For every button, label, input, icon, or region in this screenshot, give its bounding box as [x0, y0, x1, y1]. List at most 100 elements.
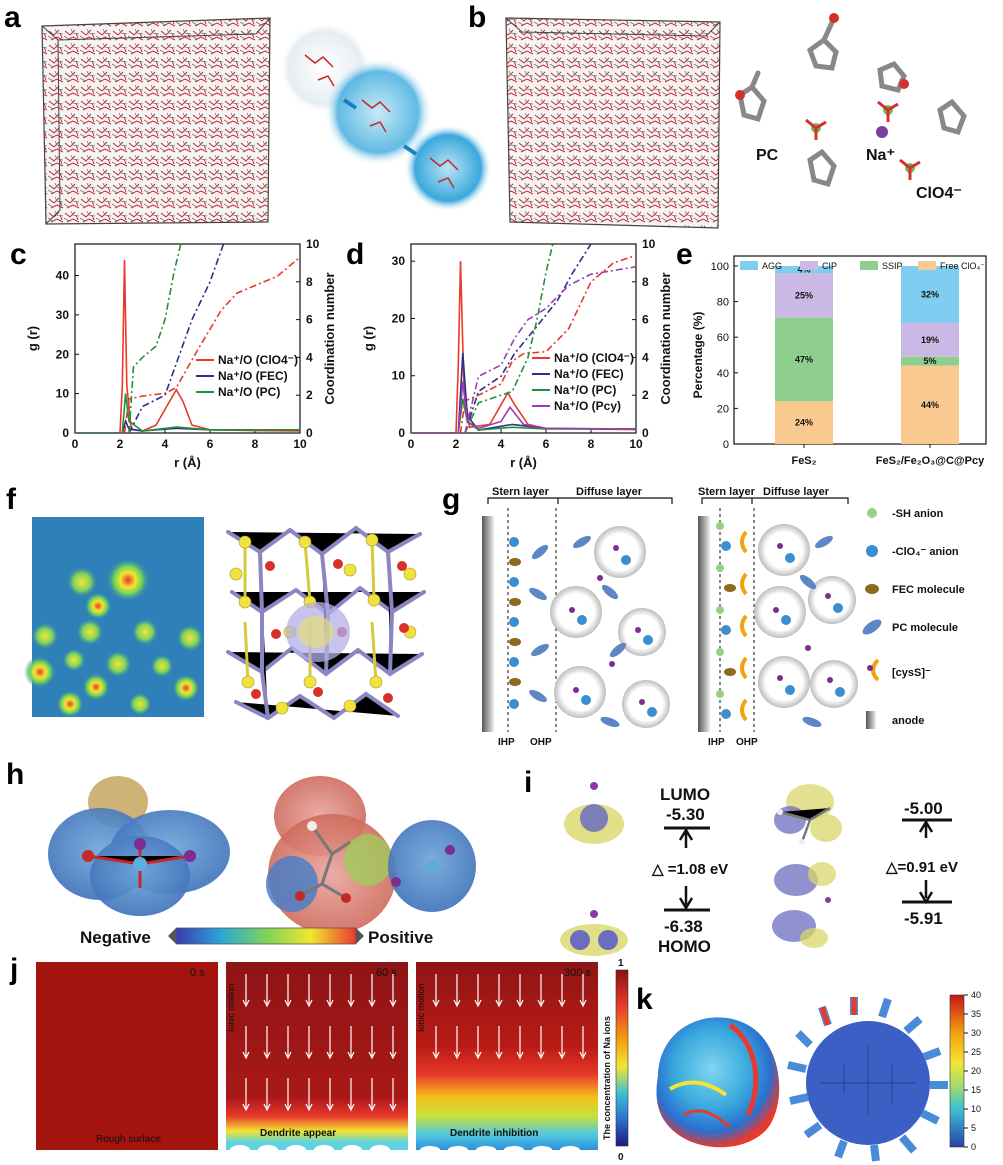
panel-b-illustration: PC Na⁺ ClO4⁻	[505, 13, 967, 229]
ionic-arrowhead	[558, 999, 566, 1008]
chart-d-xlabel: r (Å)	[510, 455, 537, 470]
stress-colorbar-ticks: 40 35 30 25 20 15 10 5 0	[964, 990, 981, 1152]
panel-letter-g: g	[442, 483, 461, 516]
sim-caption-60s: Dendrite appear	[260, 1128, 336, 1139]
c-ytick-right-label: 0	[306, 426, 313, 440]
panel-letter-j: j	[10, 953, 19, 986]
esp-positive-label: Positive	[368, 928, 433, 947]
e-plot-frame	[733, 255, 987, 445]
panel-letter-b: b	[468, 1, 487, 34]
d-xtick-label: 8	[588, 437, 595, 451]
pc-molecule-icon	[862, 619, 882, 635]
md-simulation-box-a	[41, 17, 271, 225]
c-cn-line-2	[128, 244, 182, 433]
c-xtick-label: 0	[72, 437, 79, 451]
left-diffuse-sheaths	[550, 526, 670, 728]
left-homo-label: HOMO	[658, 937, 711, 956]
c-cn-line-0	[123, 256, 300, 433]
right-stern-ions	[716, 522, 748, 722]
panel-letter-d: d	[346, 238, 365, 271]
e-legend-swatch-3	[918, 261, 936, 270]
c-plot-frame	[74, 243, 301, 434]
panel-h-esp: Negative Positive	[48, 776, 476, 947]
d-xtick-label: 6	[543, 437, 550, 451]
d-cn-line-2	[464, 244, 554, 433]
e-ytick-label: 0	[723, 439, 729, 451]
colorbar-min: 0	[618, 1152, 624, 1163]
e-ytick-label: 80	[717, 297, 729, 309]
e-legend-swatch-1	[800, 261, 818, 270]
esp-surface-clo4	[48, 776, 230, 916]
c-rdf-line-2	[75, 393, 300, 433]
sim-time-300s: 300 s	[564, 967, 591, 979]
ionic-arrowhead	[284, 999, 292, 1008]
d-xtick-label: 2	[453, 437, 460, 451]
ionic-motion-arrows	[242, 974, 587, 1112]
ionic-motion-300s: Ionic motion	[416, 983, 426, 1032]
stress-tick-label: 10	[971, 1104, 981, 1114]
chart-c-ylabel: g (r)	[25, 326, 40, 351]
e-category-label-0: FeS₂	[791, 455, 816, 467]
e-bar-label-1-3: 32%	[921, 289, 939, 299]
stress-tick-label: 5	[971, 1123, 976, 1133]
panel-letter-c: c	[10, 238, 27, 271]
d-cn-line-1	[464, 244, 592, 433]
c-ytick-right-label: 8	[306, 275, 313, 289]
panel-a-illustration	[41, 17, 492, 225]
right-diffuse-header: Diffuse layer	[763, 486, 830, 498]
d-ytick-right-label: 2	[642, 388, 649, 402]
ionic-arrowhead	[368, 999, 376, 1008]
panel-letter-e: e	[676, 238, 693, 271]
c-xtick-label: 4	[162, 437, 169, 451]
c-xtick-label: 10	[293, 437, 307, 451]
ionic-arrowhead	[389, 999, 397, 1008]
d-legend-label-0: Na⁺/O (ClO4⁻)	[554, 351, 634, 365]
colorbar-title: The concentration of Na ions	[602, 1016, 612, 1140]
esp-negative-label: Negative	[80, 928, 151, 947]
concentration-colorbar	[615, 969, 629, 1147]
label-na: Na⁺	[866, 147, 895, 164]
anode-icon	[866, 711, 876, 729]
e-legend-swatch-2	[860, 261, 878, 270]
e-bar-segment-1-1	[901, 356, 959, 366]
d-cn-line-0	[459, 254, 636, 433]
d-ytick-right-label: 4	[642, 350, 649, 364]
ionic-arrowhead	[347, 999, 355, 1008]
stress-tick-label: 15	[971, 1085, 981, 1095]
e-legend-label-1: CIP	[822, 261, 837, 271]
c-ytick-right-label: 4	[306, 350, 313, 364]
d-legend-label-1: Na⁺/O (FEC)	[554, 367, 624, 381]
ionic-arrowhead	[389, 1051, 397, 1060]
panel-g-legend: -SH anion -ClO₄⁻ anion FEC molecule PC m…	[862, 508, 965, 729]
ionic-arrowhead	[453, 999, 461, 1008]
sh-anion-icon	[867, 508, 877, 518]
e-ytick-label: 20	[717, 403, 729, 415]
panel-letter-h: h	[6, 758, 25, 791]
sim-panel-300s	[416, 962, 598, 1150]
e-bar-label-0-0: 24%	[795, 418, 813, 428]
panel-letter-i: i	[524, 766, 533, 799]
ionic-arrowhead	[284, 1051, 292, 1060]
ionic-arrowhead	[305, 1051, 313, 1060]
panel-letter-f: f	[6, 483, 16, 516]
e-bar-label-1-1: 5%	[923, 356, 936, 366]
c-ytick-right-label: 6	[306, 313, 313, 327]
d-ytick-label: 20	[392, 311, 406, 325]
chart-c-rdf: g (r) Coordination number r (Å) 0 2 4 6 8 100…	[25, 237, 337, 470]
colorbar-max: 1	[618, 958, 624, 969]
panel-g-edl-schematic: Stern layer Diffuse layer Stern layer Di…	[482, 486, 965, 748]
chart-d-ylabel-right: Coordination number	[658, 272, 673, 404]
d-plot-frame	[410, 243, 637, 434]
c-legend-label-2: Na⁺/O (PC)	[218, 385, 280, 399]
c-legend-label-0: Na⁺/O (ClO4⁻)	[218, 353, 298, 367]
panel-k-stress: 40 35 30 25 20 15 10 5 0	[656, 990, 981, 1162]
chart-d-rdf: g (r) Coordination number r (Å) 0 2 4 6 8 100…	[361, 237, 673, 470]
e-bar-label-0-1: 47%	[795, 354, 813, 364]
panel-i-orbitals: LUMO -5.30 △ =1.08 eV -6.38 HOMO -5.00 △…	[560, 782, 958, 956]
ionic-arrowhead	[242, 1051, 250, 1060]
e-category-label-1: FeS₂/Fe₂O₃@C@Pcy	[876, 455, 985, 467]
d-rdf-line-3	[411, 381, 636, 433]
ionic-arrowhead	[347, 1103, 355, 1112]
c-ytick-label: 10	[56, 387, 70, 401]
d-ytick-right-label: 10	[642, 237, 656, 251]
